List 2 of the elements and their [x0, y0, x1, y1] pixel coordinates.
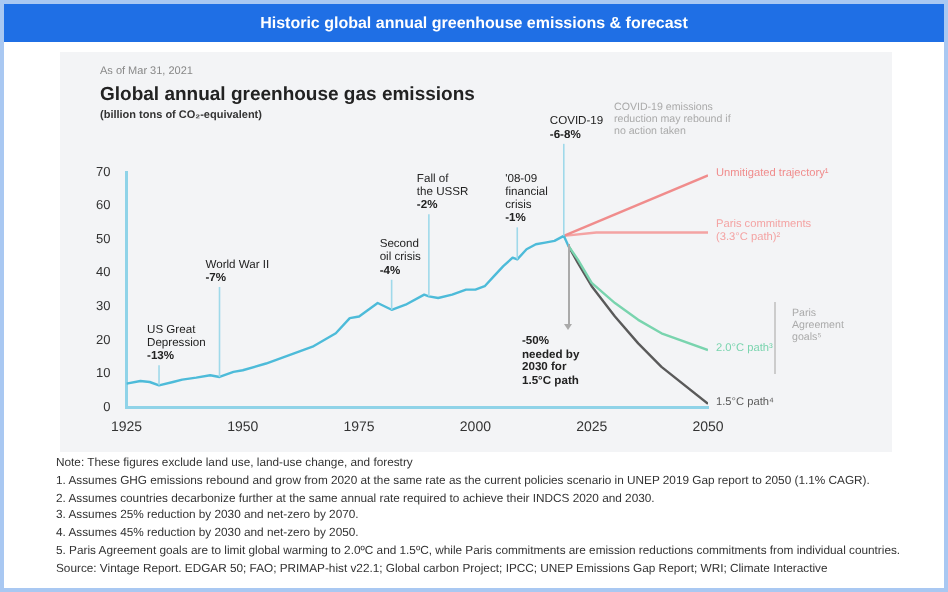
chart-title: Historic global annual greenhouse emissions & forecast: [4, 4, 944, 42]
chart-subtitle: Global annual greenhouse gas emissions: [100, 84, 475, 107]
